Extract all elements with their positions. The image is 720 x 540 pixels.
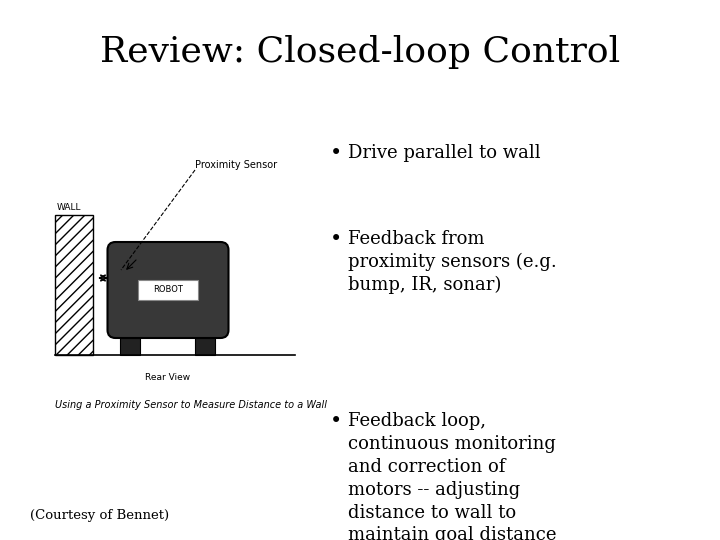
Bar [120, 327, 140, 355]
Text: Review: Closed-loop Control: Review: Closed-loop Control [100, 35, 620, 69]
Bar [138, 280, 198, 300]
Text: ROBOT: ROBOT [153, 286, 183, 294]
Text: Drive parallel to wall: Drive parallel to wall [348, 144, 541, 162]
FancyBboxPatch shape [107, 242, 228, 338]
Text: Rear View: Rear View [145, 373, 191, 382]
Text: •: • [330, 230, 342, 249]
Bar [195, 327, 215, 355]
Text: Feedback from
proximity sensors (e.g.
bump, IR, sonar): Feedback from proximity sensors (e.g. bu… [348, 230, 557, 294]
Text: •: • [330, 144, 342, 163]
Text: WALL: WALL [57, 203, 81, 212]
Text: Proximity Sensor: Proximity Sensor [195, 160, 277, 170]
Text: •: • [330, 412, 342, 431]
Bar [55, 215, 93, 355]
Text: Feedback loop,
continuous monitoring
and correction of
motors -- adjusting
dista: Feedback loop, continuous monitoring and… [348, 412, 557, 540]
Text: (Courtesy of Bennet): (Courtesy of Bennet) [30, 509, 169, 522]
Text: Using a Proximity Sensor to Measure Distance to a Wall: Using a Proximity Sensor to Measure Dist… [55, 400, 327, 410]
